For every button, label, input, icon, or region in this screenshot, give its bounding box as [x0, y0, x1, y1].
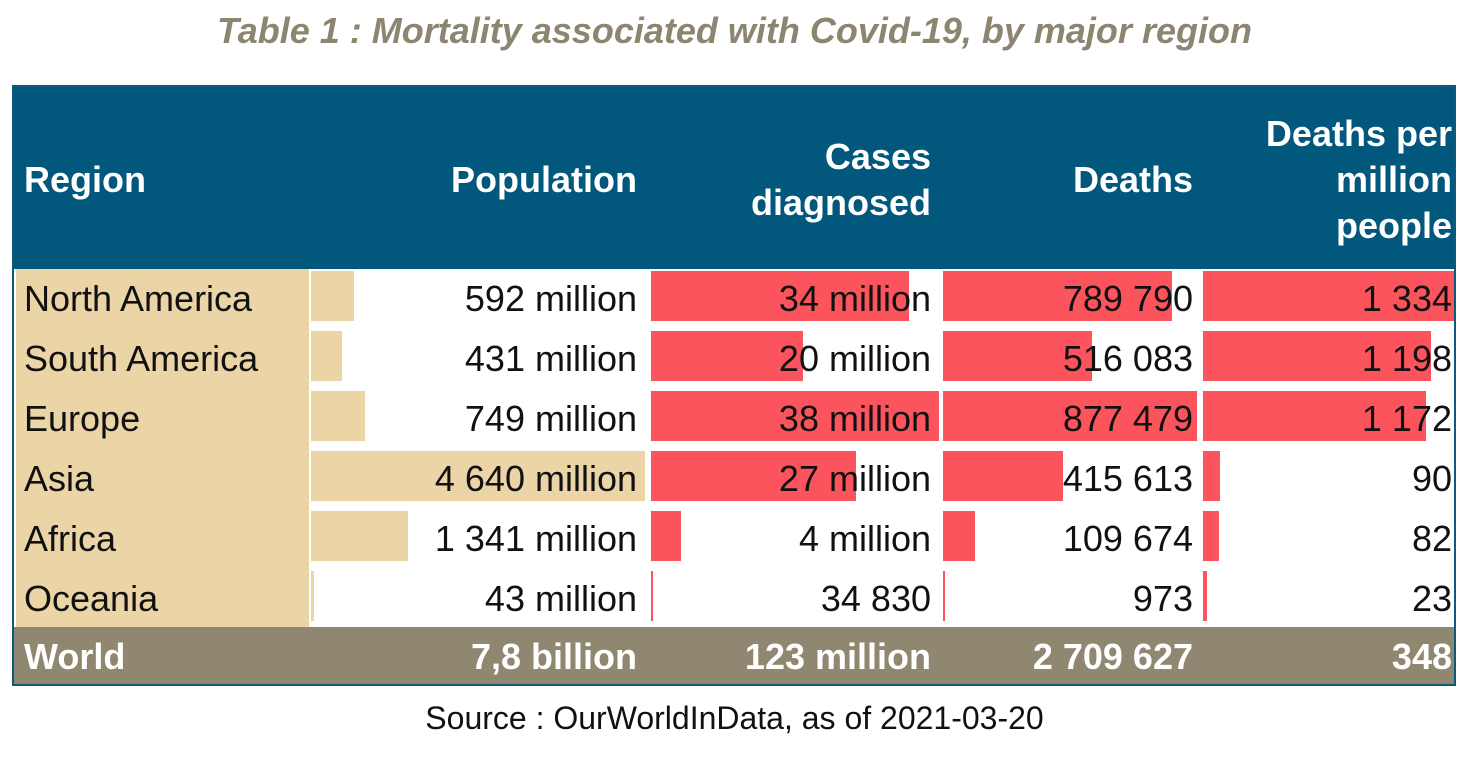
bar-deaths [943, 391, 1197, 441]
table-header [14, 87, 1454, 269]
bar-cases [651, 391, 939, 441]
header-region: Region [24, 157, 309, 203]
bar-cases [651, 571, 653, 621]
region-label: North America [24, 278, 253, 319]
bar-deaths [943, 451, 1063, 501]
header-dpm: Deaths per million people [1203, 111, 1452, 249]
bar-dpm [1203, 571, 1207, 621]
bar-dpm [1203, 451, 1220, 501]
total-population: 7,8 billion [470, 636, 637, 677]
bar-population [311, 331, 342, 381]
cell-dpm: 82 [1411, 518, 1452, 559]
cell-population: 592 million [464, 278, 637, 319]
bar-deaths [943, 271, 1172, 321]
cell-dpm: 1 198 [1361, 338, 1452, 379]
source-note: Source : OurWorldInData, as of 2021-03-2… [425, 700, 1044, 736]
cell-deaths: 109 674 [1062, 518, 1193, 559]
table-title: Table 1 : Mortality associated with Covi… [217, 10, 1252, 51]
bar-deaths [943, 571, 945, 621]
cell-deaths: 516 083 [1062, 338, 1193, 379]
bar-cases [651, 451, 856, 501]
cell-dpm: 1 334 [1361, 278, 1452, 319]
cell-population: 1 341 million [434, 518, 637, 559]
cell-population: 4 640 million [434, 458, 637, 499]
region-label: Africa [24, 518, 117, 559]
cell-cases: 34 830 [820, 578, 931, 619]
bar-dpm [1203, 511, 1219, 561]
bar-dpm [1203, 331, 1431, 381]
cell-cases: 34 million [778, 278, 931, 319]
bar-population [311, 511, 408, 561]
bar-cases [651, 511, 681, 561]
bar-deaths [943, 511, 975, 561]
cell-population: 431 million [464, 338, 637, 379]
header-population: Population [311, 157, 637, 203]
header-dpm-line: million [1336, 159, 1452, 200]
header-cases: Cases diagnosed [651, 134, 931, 226]
bar-population [311, 391, 365, 441]
bar-population [311, 271, 354, 321]
world-total-row [14, 627, 1454, 684]
header-population-line: Population [451, 159, 637, 200]
total-dpm: 348 [1391, 636, 1452, 677]
bar-cases [651, 331, 803, 381]
header-cases-line: Cases [824, 136, 931, 177]
cell-cases: 27 million [778, 458, 931, 499]
bar-dpm [1203, 391, 1426, 441]
region-label: South America [24, 338, 259, 379]
header-deaths-line: Deaths [1072, 159, 1193, 200]
total-cases: 123 million [744, 636, 931, 677]
cell-deaths: 415 613 [1062, 458, 1193, 499]
cell-population: 43 million [484, 578, 637, 619]
region-label: Asia [24, 458, 95, 499]
cell-cases: 38 million [778, 398, 931, 439]
bar-population [311, 571, 314, 621]
header-dpm-line: Deaths per [1265, 113, 1452, 154]
cell-dpm: 1 172 [1361, 398, 1452, 439]
cell-dpm: 23 [1411, 578, 1452, 619]
cell-deaths: 973 [1132, 578, 1193, 619]
bar-deaths [943, 331, 1092, 381]
header-cases-line: diagnosed [750, 182, 931, 223]
cell-cases: 4 million [798, 518, 931, 559]
data-table: Region Population Cases diagnosed Deaths Deat… [12, 85, 1456, 686]
bar-cases [651, 271, 909, 321]
header-dpm-line: people [1335, 205, 1452, 246]
region-label: Europe [24, 398, 141, 439]
region-column-background [16, 269, 309, 627]
region-label: Oceania [24, 578, 159, 619]
bar-population [311, 451, 645, 501]
header-region-line: Region [24, 159, 146, 200]
total-deaths: 2 709 627 [1032, 636, 1193, 677]
cell-dpm: 90 [1411, 458, 1452, 499]
cell-cases: 20 million [778, 338, 931, 379]
cell-deaths: 877 479 [1062, 398, 1193, 439]
cell-population: 749 million [464, 398, 637, 439]
bar-dpm [1203, 271, 1454, 321]
cell-deaths: 789 790 [1062, 278, 1193, 319]
total-region: World [24, 636, 126, 677]
header-deaths: Deaths [943, 157, 1193, 203]
